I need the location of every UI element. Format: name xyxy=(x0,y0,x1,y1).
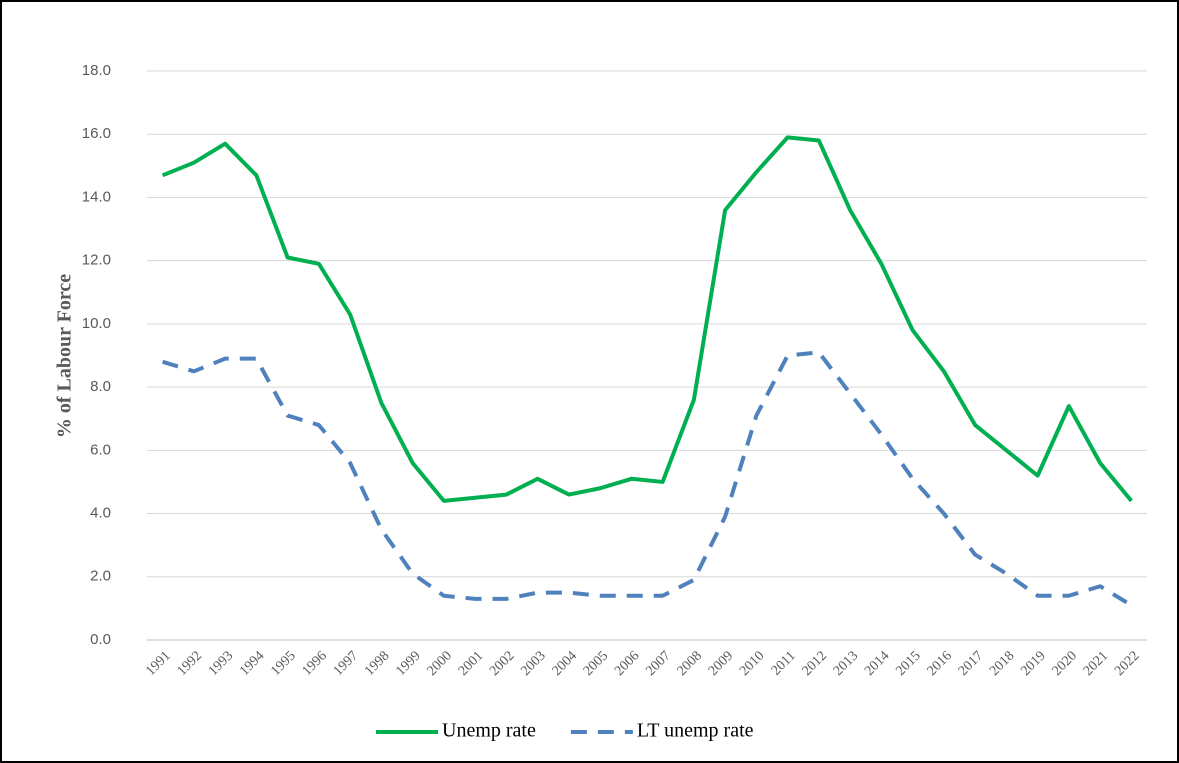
y-tick-label: 16.0 xyxy=(82,125,111,142)
y-tick-label: 10.0 xyxy=(82,315,111,332)
y-tick-label: 2.0 xyxy=(90,568,111,585)
y-tick-label: 18.0 xyxy=(82,62,111,79)
y-tick-label: 6.0 xyxy=(90,441,111,458)
y-axis-title: % of Labour Force xyxy=(54,274,76,438)
series-line xyxy=(162,350,1133,607)
y-tick-label: 14.0 xyxy=(82,188,111,205)
series-line xyxy=(161,135,1133,503)
y-tick-label: 0.0 xyxy=(90,631,111,648)
y-tick-label: 4.0 xyxy=(90,505,111,522)
legend-label: LT unemp rate xyxy=(637,720,754,742)
legend-label: Unemp rate xyxy=(442,720,536,742)
y-tick-label: 8.0 xyxy=(90,378,111,395)
y-tick-label: 12.0 xyxy=(82,252,111,269)
